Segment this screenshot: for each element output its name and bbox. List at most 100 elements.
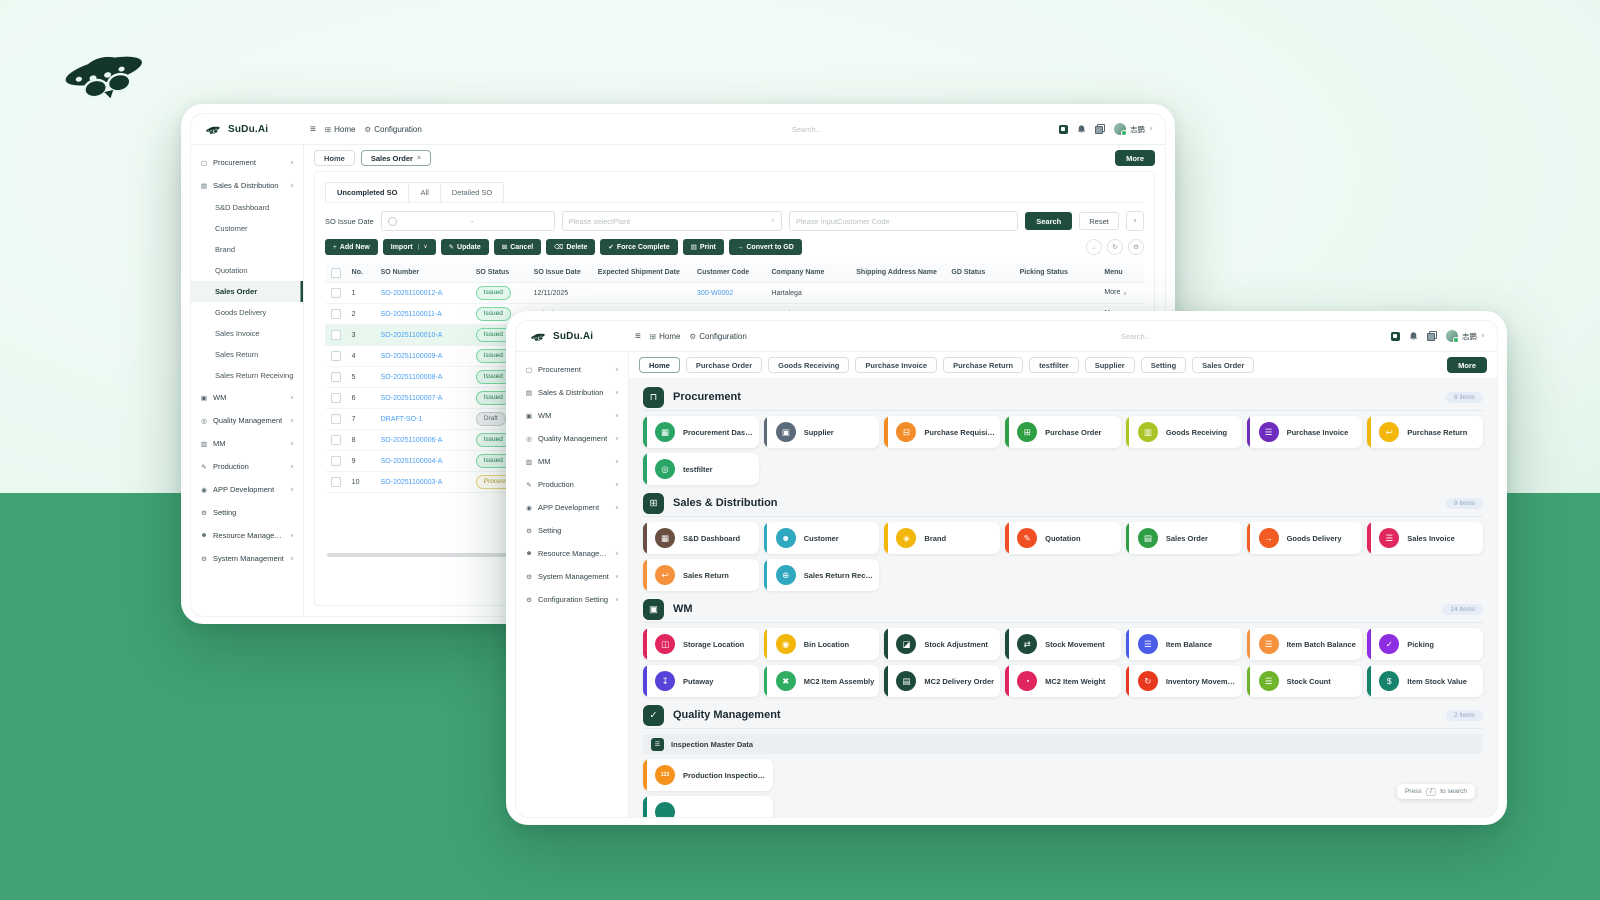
row-checkbox[interactable] [331, 372, 341, 382]
global-search[interactable]: Search... [791, 124, 822, 134]
toolbar-button[interactable]: ✔ Force Complete [600, 239, 678, 255]
date-range-input[interactable]: - [380, 211, 555, 231]
nav-home[interactable]: ⊞ Home [325, 125, 356, 134]
sidebar-item[interactable]: ▢ Procurement ∨ [516, 358, 628, 381]
module-card[interactable]: ▣ Supplier [763, 416, 880, 448]
sidebar-subitem[interactable]: S&D Dashboard [191, 197, 303, 218]
sidebar-item[interactable]: ▣ WM ∨ [191, 386, 303, 409]
module-card[interactable]: ◔ MC2 Item Weight [1005, 665, 1121, 697]
subsection-header[interactable]: ☰ Inspection Master Data [643, 734, 1483, 754]
row-checkbox[interactable] [331, 393, 341, 403]
capture-icon[interactable] [1390, 331, 1400, 341]
module-card[interactable]: ↻ Inventory Movement [1125, 665, 1242, 697]
column-header[interactable]: Menu [1098, 263, 1144, 283]
module-card[interactable]: ☰ Purchase Invoice [1246, 416, 1363, 448]
column-header[interactable]: No. [345, 263, 375, 283]
customer-code-input[interactable]: Please inputCustomer Code [788, 211, 1019, 231]
sidebar-item[interactable]: ⚙ System Management ∨ [191, 547, 303, 570]
notification-bell-icon[interactable] [1408, 331, 1419, 342]
reset-button[interactable]: Reset [1079, 212, 1119, 230]
row-checkbox[interactable] [331, 330, 341, 340]
module-card[interactable]: ▦ S&D Dashboard [643, 522, 759, 554]
column-header[interactable]: SO Issue Date [527, 263, 592, 283]
module-card[interactable]: ⊞ Purchase Order [1005, 416, 1121, 448]
sidebar-subitem[interactable]: Sales Return Receiving [191, 365, 303, 386]
sidebar-subitem[interactable]: Goods Delivery [191, 302, 303, 323]
module-card[interactable]: ◪ Stock Adjustment [884, 628, 1001, 660]
so-number-link[interactable]: SO-20251100011-A [380, 310, 442, 318]
download-icon[interactable]: ↓ [1086, 239, 1102, 255]
row-checkbox[interactable] [331, 288, 341, 298]
customer-code-link[interactable]: 300-W0002 [697, 289, 734, 297]
sidebar-subitem[interactable]: Customer [191, 218, 303, 239]
capture-icon[interactable] [1058, 124, 1068, 134]
sidebar-item[interactable]: ◎ Quality Management ∨ [191, 409, 303, 432]
sidebar-item[interactable]: ◎ Quality Management ∨ [516, 427, 628, 450]
app-logo[interactable]: SuDu.Ai [203, 122, 301, 137]
module-card[interactable]: ▤ Sales Order [1125, 522, 1242, 554]
module-card[interactable]: ☰ Stock Count [1246, 665, 1363, 697]
sidebar-item[interactable]: ▥ MM ∨ [516, 450, 628, 473]
row-checkbox[interactable] [331, 309, 341, 319]
tab-chip[interactable]: Home [314, 150, 355, 166]
module-card[interactable]: ◫ Storage Location [643, 628, 759, 660]
more-button[interactable]: More [1115, 150, 1155, 166]
tab-chip[interactable]: Purchase Invoice [855, 357, 938, 373]
so-number-link[interactable]: SO-20251100012-A [380, 289, 443, 297]
sidebar-item[interactable]: ⚙ Setting [516, 519, 628, 542]
tab-chip[interactable]: Setting [1140, 357, 1187, 373]
sidebar-item[interactable]: ▤ Sales & Distribution ∧ [191, 174, 303, 197]
sidebar-subitem[interactable]: Sales Order [191, 281, 303, 302]
sidebar-subitem[interactable]: Sales Invoice [191, 323, 303, 344]
row-checkbox[interactable] [331, 477, 341, 487]
row-more-menu[interactable]: More [1098, 282, 1144, 304]
sidebar-item[interactable]: ✎ Production ∨ [516, 473, 628, 496]
row-checkbox[interactable] [331, 351, 341, 361]
tab-chip[interactable]: Home [639, 357, 680, 373]
column-header[interactable]: Shipping Address Name [850, 263, 946, 283]
column-header[interactable]: GD Status [945, 263, 1014, 283]
user-menu[interactable]: 志鹏 ∨ [1113, 123, 1153, 136]
sidebar-item[interactable]: ▣ WM ∨ [516, 404, 628, 427]
sidebar-item[interactable]: ◉ APP Development ∨ [191, 478, 303, 501]
toolbar-button[interactable]: → Convert to GD [728, 239, 802, 255]
column-header[interactable]: SO Number [374, 263, 470, 283]
column-header[interactable]: Picking Status [1013, 263, 1099, 283]
sidebar-subitem[interactable]: Brand [191, 239, 303, 260]
tab-chip[interactable]: Sales Order [1192, 357, 1255, 373]
tab-chip[interactable]: testfilter [1029, 357, 1079, 373]
refresh-icon[interactable]: ↻ [1107, 239, 1123, 255]
toolbar-button[interactable]: ▤ Print [682, 239, 724, 255]
toolbar-button[interactable]: ⌫ Delete [546, 239, 596, 255]
module-card[interactable]: ☰ Item Batch Balance [1246, 628, 1363, 660]
row-checkbox[interactable] [331, 435, 341, 445]
module-card[interactable]: ✖ MC2 Item Assembly [763, 665, 880, 697]
toolbar-button[interactable]: + Add New [325, 239, 378, 255]
notification-bell-icon[interactable] [1076, 124, 1087, 135]
windows-layers-icon[interactable] [1426, 331, 1437, 341]
module-card[interactable]: 123 Production Inspection ... [643, 759, 773, 791]
windows-layers-icon[interactable] [1094, 124, 1105, 134]
row-checkbox[interactable] [331, 414, 341, 424]
so-number-link[interactable]: SO-20251100006-A [380, 436, 443, 444]
select-all-checkbox[interactable] [331, 267, 341, 278]
module-card[interactable]: ▦ Procurement Dashboard [643, 416, 759, 448]
sidebar-item[interactable]: ✎ Production ∨ [191, 455, 303, 478]
sidebar-subitem[interactable]: Quotation [191, 260, 303, 281]
toolbar-button[interactable]: Import ∨ [382, 239, 436, 255]
module-card[interactable]: ↧ Putaway [643, 665, 759, 697]
so-number-link[interactable]: SO-20251100003-A [380, 478, 443, 486]
module-card[interactable]: ✎ Quotation [1005, 522, 1121, 554]
column-header[interactable]: Company Name [765, 263, 851, 283]
sidebar-item[interactable]: ▥ MM ∨ [191, 432, 303, 455]
module-card[interactable]: ▤ MC2 Delivery Order [884, 665, 1001, 697]
sidebar-item[interactable]: ☻ Resource Management ∨ [191, 524, 303, 547]
module-card[interactable]: ◈ Brand [884, 522, 1001, 554]
sidebar-item[interactable]: ⚙ Configuration Setting ∨ [516, 588, 628, 611]
toolbar-button[interactable]: ⊠ Cancel [493, 239, 542, 255]
toolbar-button[interactable]: ✎ Update [440, 239, 489, 255]
module-card[interactable]: ◎ testfilter [643, 453, 759, 485]
module-card[interactable]: → Goods Delivery [1246, 522, 1363, 554]
module-card[interactable]: ☰ Item Balance [1125, 628, 1242, 660]
so-number-link[interactable]: SO-20251100007-A [380, 394, 443, 402]
